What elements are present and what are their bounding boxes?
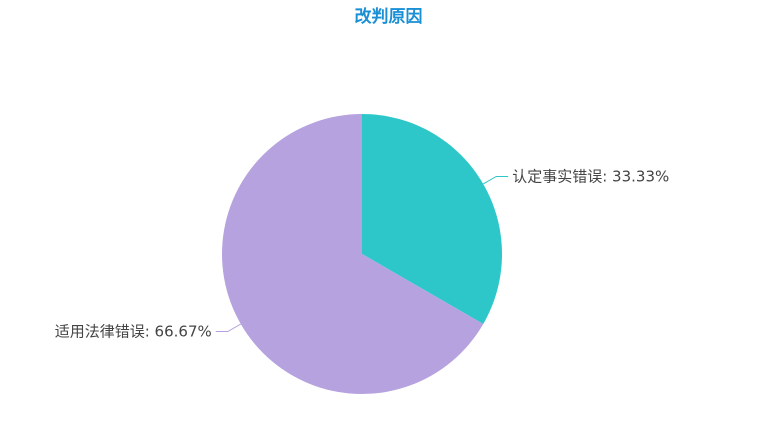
slice-label: 适用法律错误: 66.67% bbox=[55, 323, 212, 341]
label-line bbox=[482, 175, 509, 185]
slice-label: 认定事实错误: 33.33% bbox=[512, 167, 669, 185]
chart-title: 改判原因 bbox=[354, 7, 423, 27]
label-line bbox=[215, 323, 242, 333]
pie-slice[interactable] bbox=[362, 114, 502, 324]
pie-slice[interactable] bbox=[221, 114, 484, 394]
